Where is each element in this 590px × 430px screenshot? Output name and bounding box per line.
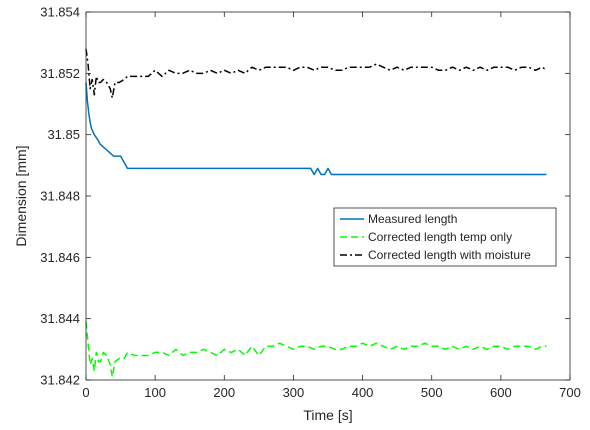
x-tick-label: 700 <box>559 385 581 400</box>
x-tick-label: 400 <box>352 385 374 400</box>
series-line-2 <box>85 321 547 378</box>
x-axis-label: Time [s] <box>303 407 352 423</box>
y-axis-label: Dimension [mm] <box>13 145 29 246</box>
x-tick-label: 0 <box>82 385 89 400</box>
y-tick-label: 31.846 <box>40 250 80 265</box>
legend-label: Measured length <box>368 212 457 226</box>
y-tick-label: 31.852 <box>40 66 80 81</box>
x-tick-label: 300 <box>283 385 305 400</box>
x-tick-label: 100 <box>144 385 166 400</box>
x-tick-label: 500 <box>421 385 443 400</box>
plot-area <box>86 12 570 380</box>
series-line-3 <box>85 48 547 99</box>
x-tick-label: 600 <box>490 385 512 400</box>
y-tick-label: 31.842 <box>40 373 80 388</box>
legend-label: Corrected length with moisture <box>368 248 531 262</box>
legend: Measured length Corrected length temp onl… <box>333 207 557 267</box>
y-tick-label: 31.85 <box>47 127 80 142</box>
series-layer <box>85 48 547 378</box>
series-line-1 <box>85 82 547 176</box>
x-tick-label: 200 <box>213 385 235 400</box>
legend-label: Corrected length temp only <box>368 230 512 244</box>
y-tick-label: 31.848 <box>40 189 80 204</box>
y-tick-label: 31.844 <box>40 311 80 326</box>
legend-box <box>333 207 557 267</box>
ticks-layer: 0 100 200 300 400 500 600 700 31.842 31.844 31.846… <box>40 5 581 401</box>
y-tick-label: 31.854 <box>40 5 80 20</box>
